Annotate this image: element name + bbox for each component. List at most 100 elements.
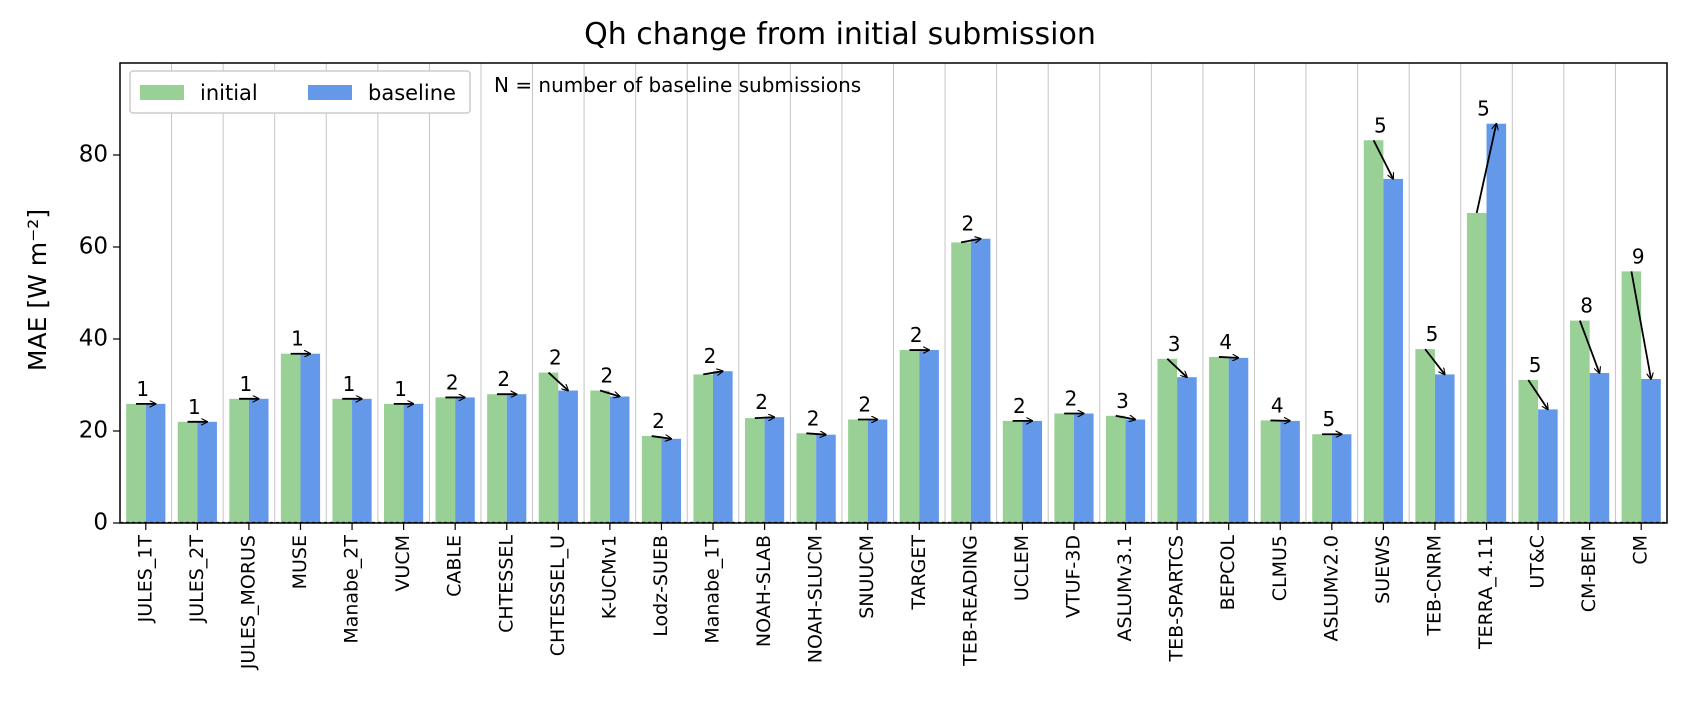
change-arrow — [1579, 320, 1600, 373]
change-arrow — [806, 433, 826, 434]
change-arrow — [1115, 416, 1136, 420]
x-tick-label: TARGET — [908, 535, 930, 611]
annotation-note: N = number of baseline submissions — [494, 73, 861, 97]
legend-box — [129, 70, 471, 114]
n-label: 1 — [291, 327, 304, 351]
n-label: 2 — [961, 212, 974, 236]
bar-baseline — [970, 238, 991, 523]
n-label: 2 — [652, 409, 665, 433]
bar-baseline — [609, 396, 630, 523]
n-label: 1 — [136, 377, 149, 401]
bar-baseline — [1589, 373, 1610, 523]
n-label: 9 — [1632, 244, 1645, 268]
x-tick-label: K-UCMv1 — [598, 535, 620, 619]
bar-initial — [1209, 356, 1229, 523]
x-tick-label: Manabe_2T — [341, 535, 363, 644]
bar-initial — [126, 403, 146, 523]
change-arrow — [1527, 379, 1548, 409]
n-label: 2 — [1013, 394, 1026, 418]
change-arrow — [1372, 139, 1394, 179]
x-tick-label: TERRA_4.11 — [1475, 535, 1497, 650]
n-label: 5 — [1529, 353, 1542, 377]
bar-baseline — [919, 350, 939, 523]
x-tick-label: Manabe_1T — [702, 535, 724, 644]
bar-initial — [1260, 420, 1281, 523]
bar-initial — [1363, 140, 1384, 523]
n-label: 8 — [1580, 294, 1593, 318]
change-arrow — [547, 371, 569, 391]
x-tick-label: ASLUMv2.0 — [1320, 535, 1342, 641]
bar-baseline — [1073, 413, 1094, 523]
bar-baseline — [1177, 377, 1197, 523]
bar-baseline — [506, 394, 527, 523]
bar-initial — [538, 372, 559, 523]
change-arrow — [754, 417, 775, 418]
x-tick-label: TEB-READING — [959, 535, 981, 667]
bar-initial — [435, 397, 456, 523]
bar-initial — [1415, 349, 1435, 523]
n-label: 2 — [858, 393, 871, 417]
bar-initial — [848, 419, 868, 523]
bar-initial — [899, 350, 920, 523]
bar-baseline — [300, 353, 321, 523]
change-arrow — [1424, 348, 1445, 374]
y-tick-label: 60 — [79, 234, 108, 260]
y-tick-label: 20 — [79, 418, 108, 444]
n-label: 2 — [497, 367, 510, 391]
change-arrow — [599, 389, 620, 397]
bar-initial — [693, 374, 714, 523]
n-label: 2 — [446, 370, 459, 394]
bar-initial — [1518, 379, 1539, 523]
bar-baseline — [1538, 409, 1558, 523]
bar-initial — [280, 353, 301, 523]
bar-initial — [177, 421, 198, 523]
n-label: 2 — [704, 344, 717, 368]
bar-initial — [1621, 271, 1642, 523]
n-label: 2 — [549, 346, 562, 370]
legend-label-initial: initial — [200, 81, 258, 105]
bar-baseline — [455, 397, 475, 523]
n-label: 2 — [910, 323, 923, 347]
x-tick-label: CLMU5 — [1269, 535, 1291, 601]
x-tick-label: ASLUMv3.1 — [1114, 535, 1136, 641]
bar-baseline — [1125, 419, 1146, 523]
x-tick-label: NOAH-SLAB — [753, 535, 775, 647]
change-arrow — [1630, 271, 1651, 379]
x-tick-label: UCLEM — [1011, 535, 1033, 601]
x-tick-label: JULES_2T — [186, 535, 208, 624]
y-tick-label: 40 — [79, 326, 108, 352]
legend-label-baseline: baseline — [368, 81, 456, 105]
bar-initial — [1054, 413, 1074, 523]
bar-baseline — [1641, 379, 1661, 523]
bar-baseline — [1486, 123, 1507, 523]
legend: initial baseline — [129, 70, 471, 114]
bar-initial — [332, 398, 353, 523]
x-tick-label: JULES_MORUS — [237, 535, 259, 670]
n-label: 3 — [1168, 332, 1181, 356]
bar-baseline — [1383, 178, 1403, 524]
bar-initial — [1570, 320, 1590, 523]
x-tick-label: CABLE — [444, 535, 466, 597]
bar-baseline — [764, 417, 785, 523]
x-tick-label: SNUUCM — [856, 535, 878, 619]
bar-initial — [1466, 212, 1487, 523]
bar-initial — [1312, 434, 1332, 523]
n-label: 2 — [601, 364, 614, 388]
legend-swatch-baseline — [308, 85, 352, 100]
x-tick-label: TEB-CNRM — [1423, 535, 1445, 637]
change-arrow — [1218, 357, 1239, 358]
bar-baseline — [558, 390, 578, 523]
bar-initial — [641, 436, 662, 523]
bar-initial — [384, 403, 404, 523]
plot-frame — [119, 62, 1668, 524]
n-label: 3 — [1116, 389, 1129, 413]
x-tick-label: NOAH-SLUCM — [805, 535, 827, 663]
change-arrow — [1166, 358, 1187, 377]
n-label: 5 — [1374, 113, 1387, 137]
y-axis-label: MAE [W m⁻²] — [23, 209, 52, 371]
n-label: 2 — [755, 390, 768, 414]
n-label: 1 — [188, 395, 201, 419]
bar-baseline — [816, 434, 836, 523]
x-tick-label: Lodz-SUEB — [650, 535, 672, 637]
